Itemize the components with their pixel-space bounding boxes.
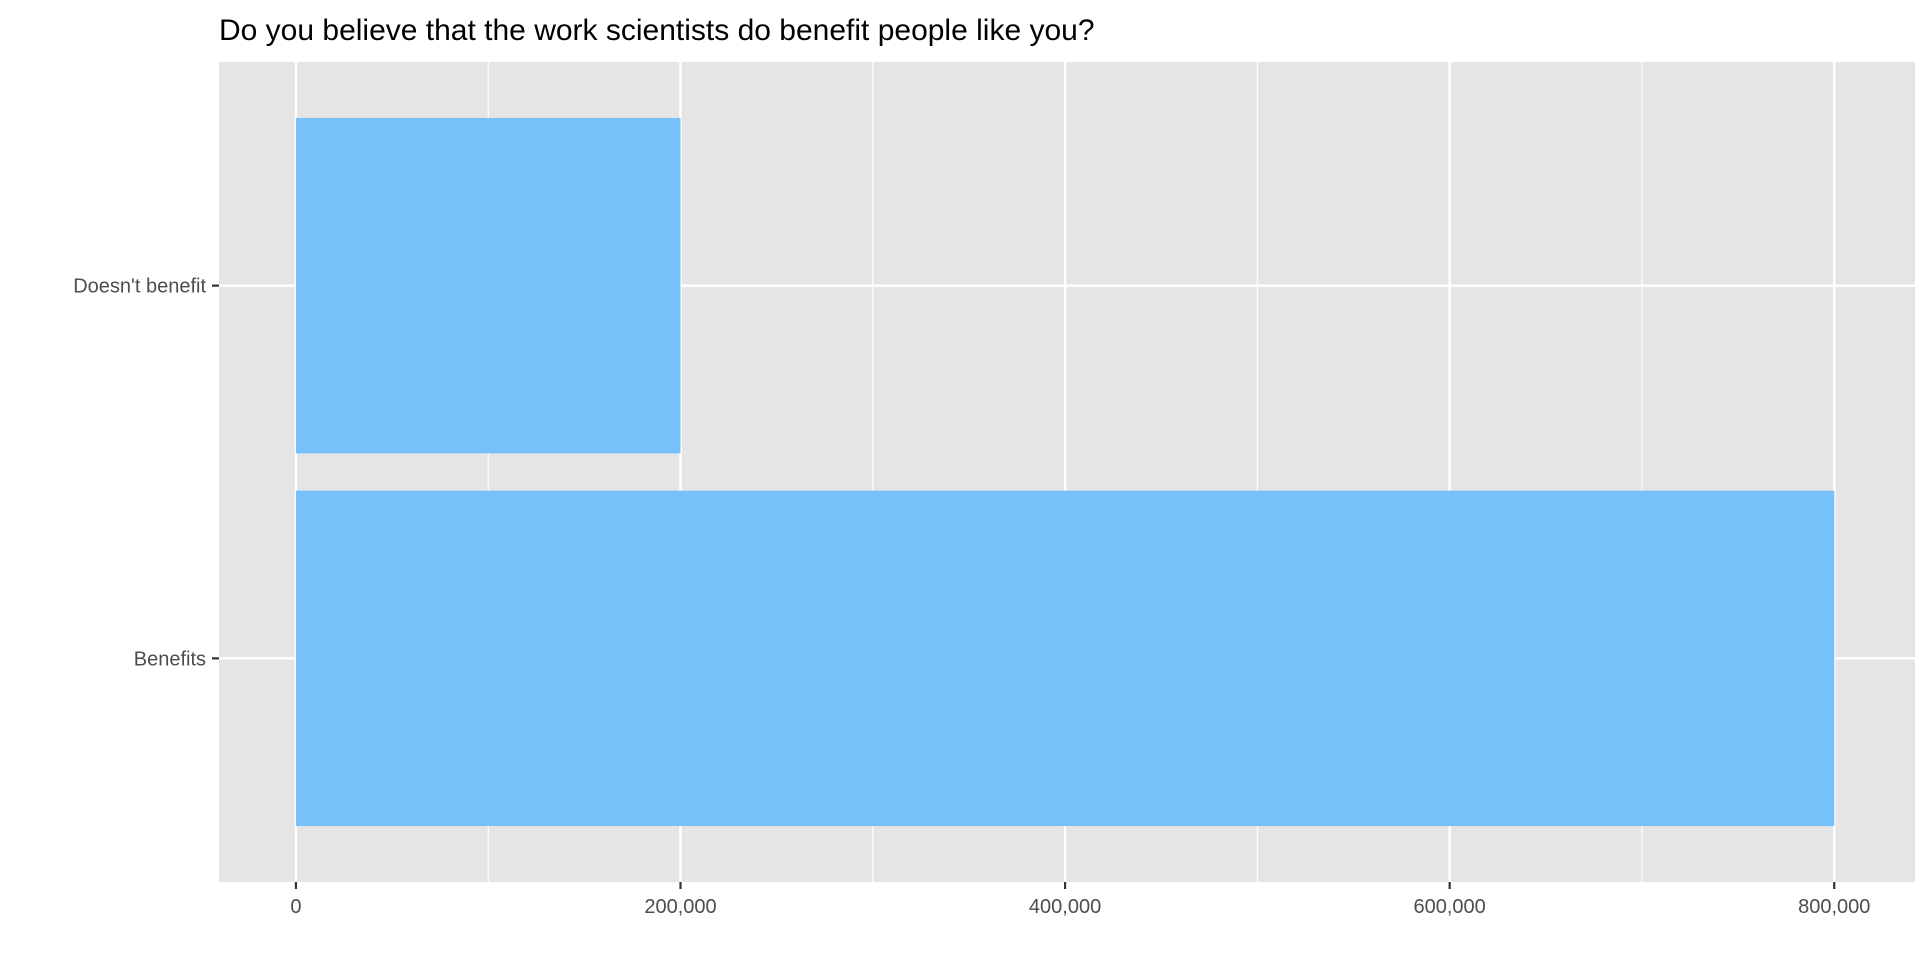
- y-axis: Doesn't benefit Benefits: [73, 276, 219, 670]
- bar: [295, 490, 1835, 827]
- x-tick-label: 200,000: [644, 896, 716, 918]
- x-tick-label: 0: [290, 896, 301, 918]
- y-tick-label: Benefits: [134, 648, 206, 670]
- y-tick-label: Doesn't benefit: [73, 276, 206, 298]
- x-tick-label: 400,000: [1029, 896, 1101, 918]
- x-tick-label: 600,000: [1414, 896, 1486, 918]
- x-tick-label: 800,000: [1798, 896, 1870, 918]
- bar: [295, 117, 681, 454]
- x-axis: 0 200,000 400,000 600,000 800,000: [290, 882, 1870, 918]
- bars: [295, 117, 1835, 827]
- chart-title: Do you believe that the work scientists …: [219, 14, 1095, 47]
